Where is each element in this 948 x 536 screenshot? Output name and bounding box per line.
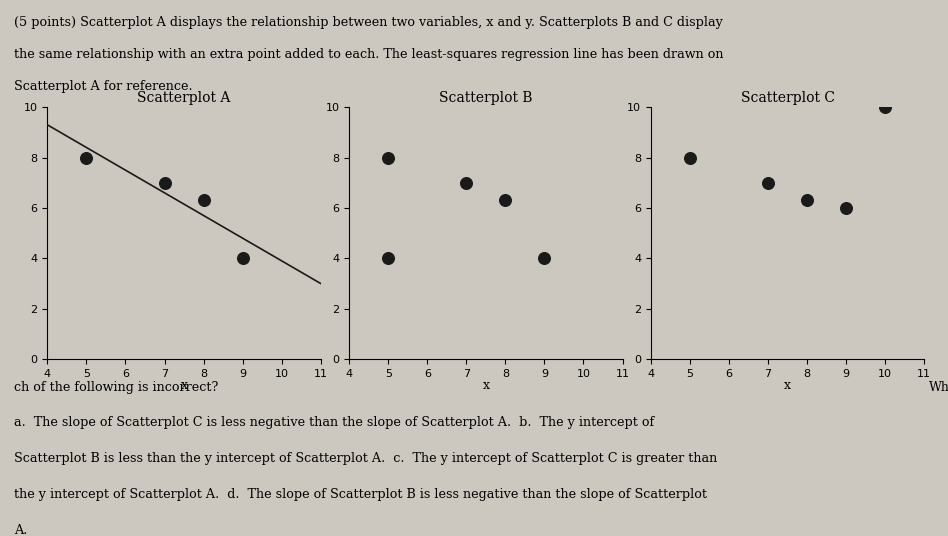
X-axis label: x: x (180, 379, 188, 392)
Point (459, 178, 474, 187)
X-axis label: x: x (784, 379, 792, 392)
Text: (5 points) Scatterplot A displays the relationship between two variables, x and : (5 points) Scatterplot A displays the re… (14, 16, 723, 29)
Text: the y intercept of Scatterplot A.  d.  The slope of Scatterplot B is less negati: the y intercept of Scatterplot A. d. The… (14, 488, 707, 501)
Text: Scatterplot A: Scatterplot A (137, 91, 230, 105)
Text: Scatterplot A for reference.: Scatterplot A for reference. (14, 80, 192, 93)
Text: A.: A. (14, 524, 27, 536)
Text: Scatterplot B is less than the y intercept of Scatterplot A.  c.  The y intercep: Scatterplot B is less than the y interce… (14, 452, 718, 465)
Point (799, 196, 814, 205)
Point (381, 153, 396, 162)
Point (381, 254, 396, 263)
Text: the same relationship with an extra point added to each. The least-squares regre: the same relationship with an extra poin… (14, 48, 723, 61)
Point (683, 153, 698, 162)
Point (79, 153, 94, 162)
Point (839, 204, 854, 212)
Text: a.  The slope of Scatterplot C is less negative than the slope of Scatterplot A.: a. The slope of Scatterplot C is less ne… (14, 416, 654, 429)
Point (235, 254, 250, 263)
Point (537, 254, 552, 263)
Point (498, 196, 513, 205)
Point (157, 178, 173, 187)
Point (760, 178, 775, 187)
Text: Scatterplot C: Scatterplot C (740, 91, 834, 105)
Point (878, 103, 893, 111)
Point (196, 196, 211, 205)
X-axis label: x: x (483, 379, 489, 392)
Text: ch of the following is incorrect?: ch of the following is incorrect? (14, 381, 219, 393)
Text: Scatterplot B: Scatterplot B (439, 91, 533, 105)
Text: Whi: Whi (929, 381, 948, 393)
